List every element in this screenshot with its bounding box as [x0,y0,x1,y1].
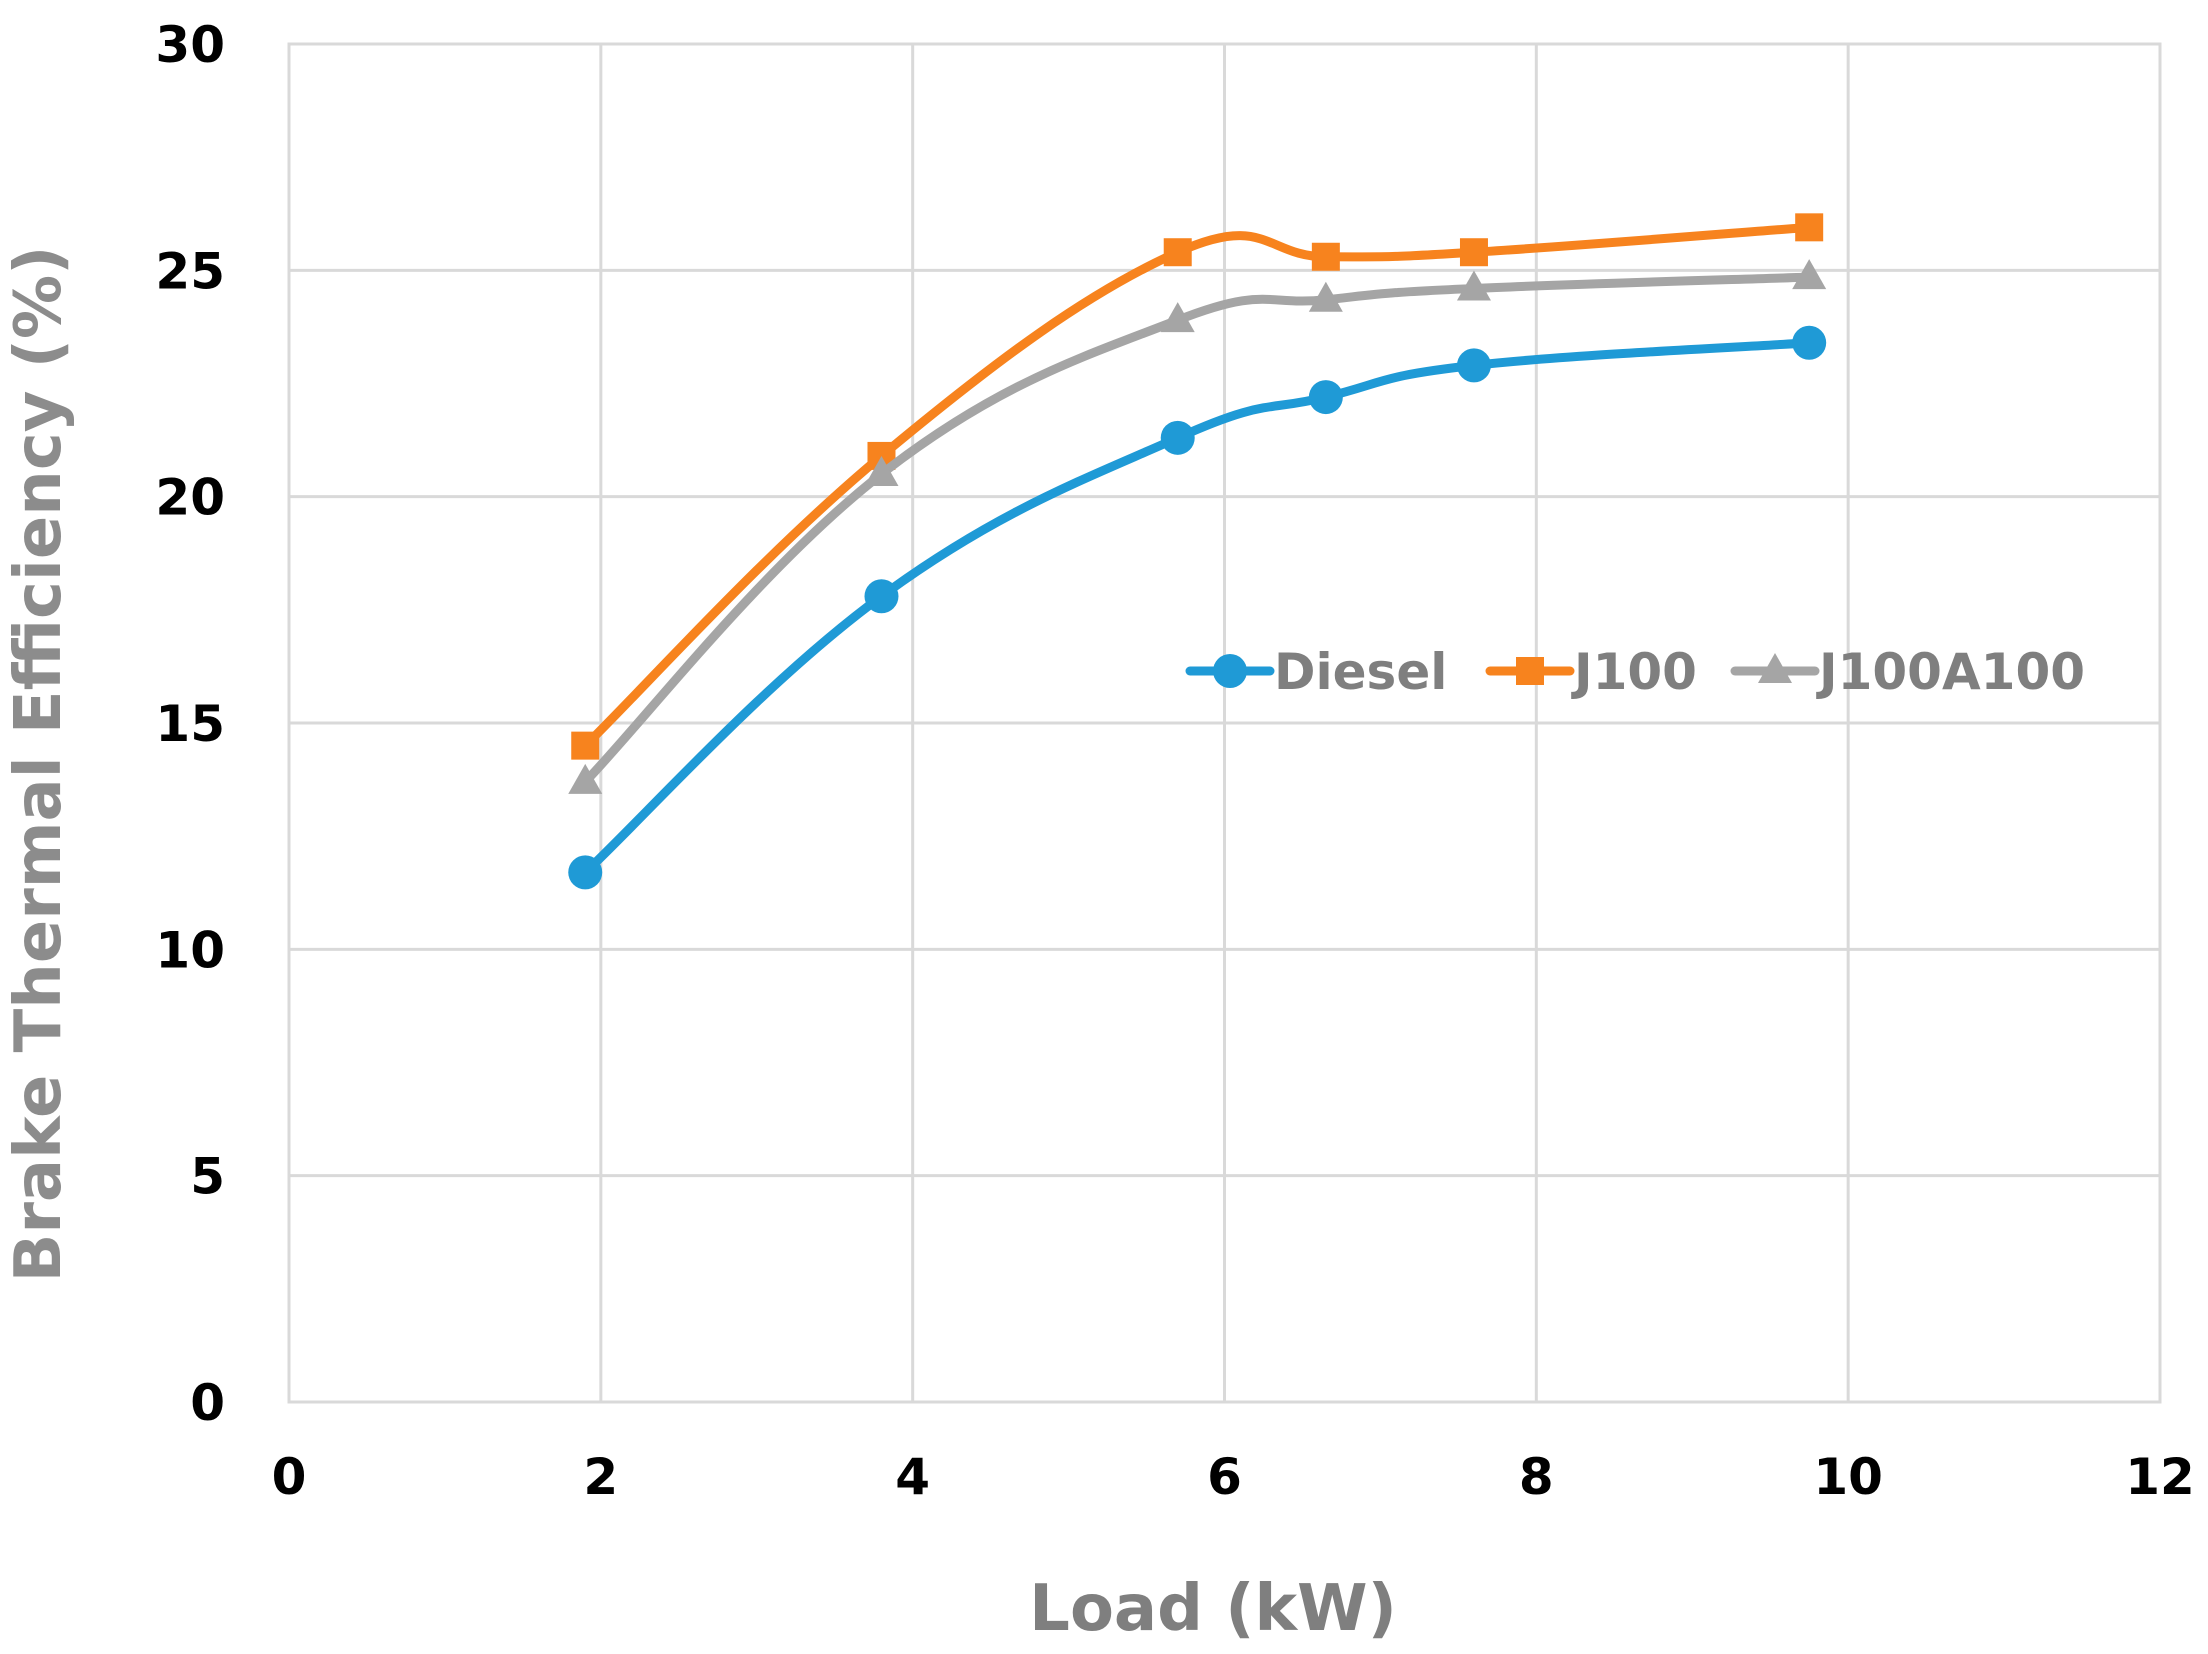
legend-marker [1758,653,1792,683]
data-point [1311,242,1340,271]
grid-lines [287,42,2162,1404]
x-tick-label: 2 [583,1448,618,1506]
data-point [864,579,899,614]
data-point [1456,270,1491,301]
data-point [568,763,603,794]
data-point [1795,213,1824,242]
data-point [1459,238,1488,267]
x-tick-label: 0 [272,1448,307,1506]
legend-marker [1516,657,1544,685]
legend-label: Diesel [1274,643,1447,701]
data-point [1456,348,1491,383]
y-tick-label: 15 [155,695,225,753]
legend-item-j100a100: J100A100 [1730,643,2085,701]
x-tick-label: 4 [895,1448,930,1506]
x-tick-label: 6 [1207,1448,1242,1506]
data-point [1792,325,1827,360]
y-tick-label: 25 [155,242,225,300]
y-axis-title: Brake Thermal Efficiency (%) [2,246,76,1283]
legend-item-diesel: Diesel [1185,643,1447,701]
data-point [1308,380,1343,415]
legend-label: J100A100 [1816,643,2085,701]
legend-marker [1213,654,1247,688]
data-point [1163,238,1192,267]
y-tick-label: 5 [190,1148,225,1206]
data-point [1308,281,1343,312]
y-tick-label: 0 [190,1374,225,1432]
data-point [1160,420,1195,455]
data-point [1792,259,1827,290]
series-j100a100 [568,259,1827,794]
y-tick-label: 20 [155,469,225,527]
data-point [864,456,899,487]
x-tick-label: 12 [2125,1448,2195,1506]
y-tick-label: 10 [155,921,225,979]
data-point [1160,302,1195,333]
y-tick-label: 30 [155,16,225,74]
data-point [571,731,600,760]
y-axis-ticks: 0 5 10 15 20 25 30 [155,16,225,1432]
data-point [568,855,603,890]
legend-label: J100 [1571,643,1697,701]
series-layer [568,213,1827,890]
x-axis-ticks: 0 2 4 6 8 10 12 [272,1448,2195,1506]
series-j100 [571,213,1824,760]
series-line [580,222,1814,751]
series-diesel [568,325,1827,890]
series-line [580,338,1814,877]
legend-item-j100: J100 [1485,643,1697,701]
x-tick-label: 8 [1519,1448,1554,1506]
x-tick-label: 10 [1813,1448,1883,1506]
x-axis-title: Load (kW) [1029,1572,1397,1646]
series-line [580,272,1814,787]
legend: Diesel J100 J100A100 [1185,643,2085,701]
